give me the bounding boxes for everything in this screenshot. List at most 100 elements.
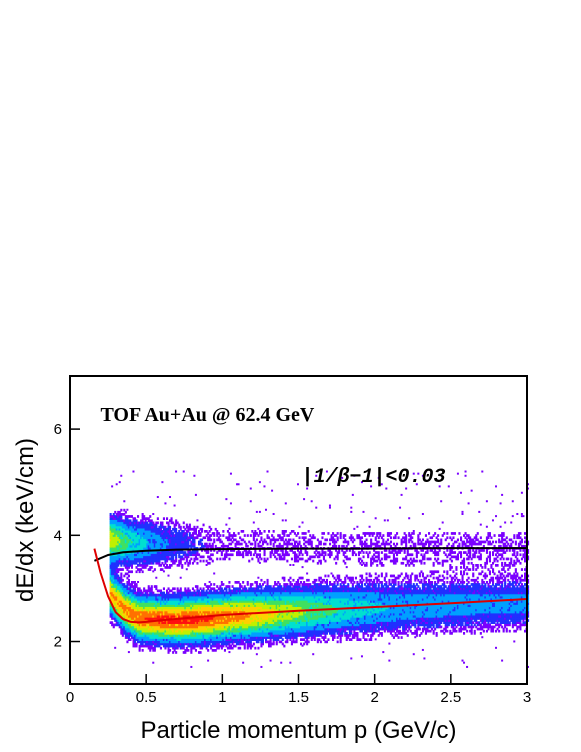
heatmap-cell (214, 625, 217, 629)
heatmap-cell (132, 538, 135, 542)
heatmap-cell (277, 600, 280, 603)
heatmap-cell (181, 530, 184, 533)
heatmap-cell (178, 606, 181, 610)
heatmap-cell (129, 587, 132, 591)
heatmap-cell (164, 525, 167, 529)
heatmap-cell (121, 593, 124, 597)
heatmap-cell (147, 540, 150, 544)
heatmap-cell (143, 602, 146, 605)
heatmap-cell (129, 530, 132, 533)
heatmap-cell (265, 615, 268, 618)
heatmap-cell (172, 636, 175, 639)
heatmap-cell (158, 642, 161, 646)
heatmap-cell (188, 604, 191, 607)
heatmap-cell (138, 570, 141, 574)
heatmap-cell (173, 646, 176, 650)
heatmap-cell (130, 581, 133, 584)
heatmap-cell (164, 557, 167, 561)
heatmap-cell (258, 544, 261, 548)
heatmap-cell (207, 644, 210, 648)
heatmap-cell (287, 625, 290, 629)
heatmap-cell (140, 644, 143, 648)
heatmap-cell (178, 629, 181, 633)
heatmap-cell (211, 602, 214, 605)
heatmap-cell (201, 591, 204, 595)
heatmap-cell (112, 591, 115, 595)
heatmap-cell (290, 589, 293, 593)
heatmap-cell (140, 591, 143, 595)
heatmap-cell (193, 530, 196, 533)
heatmap-cell (140, 547, 143, 550)
heatmap-cell (191, 598, 194, 601)
heatmap-cell (226, 615, 229, 618)
heatmap-cell (141, 600, 144, 603)
heatmap-cell (185, 547, 188, 550)
heatmap-cell (178, 634, 181, 637)
heatmap-cell (222, 644, 225, 648)
heatmap-cell (134, 549, 137, 552)
heatmap-cell (143, 619, 146, 622)
heatmap-cell (263, 606, 266, 610)
heatmap-cell (207, 632, 210, 635)
heatmap-cell (269, 634, 272, 637)
heatmap-cell (249, 598, 252, 601)
heatmap-cell (255, 606, 258, 610)
heatmap-cell (179, 632, 182, 635)
heatmap-cell (144, 617, 147, 620)
heatmap-cell (115, 544, 118, 548)
heatmap-cell (118, 536, 121, 540)
heatmap-cell (225, 638, 228, 641)
heatmap-cell (152, 555, 155, 559)
heatmap-cell (211, 642, 214, 646)
heatmap-cell (152, 642, 155, 646)
heatmap-cell (242, 581, 245, 584)
heatmap-cell (144, 542, 147, 546)
heatmap-cell (292, 538, 295, 542)
heatmap-cell (170, 517, 173, 520)
heatmap-cell (150, 612, 153, 616)
heatmap-cell (216, 534, 219, 537)
heatmap-cell (243, 593, 246, 597)
heatmap-cell (257, 619, 260, 622)
heatmap-cell (112, 566, 115, 569)
heatmap-cell (141, 602, 144, 605)
heatmap-cell (292, 598, 295, 601)
heatmap-cell (158, 638, 161, 641)
heatmap-cell (257, 623, 260, 627)
heatmap-cell (211, 593, 214, 597)
heatmap-cell (257, 585, 260, 588)
heatmap-cell (176, 629, 179, 633)
heatmap-cell (130, 525, 133, 529)
heatmap-cell (141, 530, 144, 533)
heatmap-cell (290, 632, 293, 635)
heatmap-cell (138, 598, 141, 601)
heatmap-cell (126, 629, 129, 633)
heatmap-cell (175, 551, 178, 554)
heatmap-cell (123, 610, 126, 614)
heatmap-cell (213, 598, 216, 601)
heatmap-cell (156, 532, 159, 535)
heatmap-cell (132, 640, 135, 644)
heatmap-cell (127, 632, 130, 635)
heatmap-cell (230, 553, 233, 557)
heatmap-cell (135, 608, 138, 612)
heatmap-cell (169, 530, 172, 533)
heatmap-cell (143, 538, 146, 542)
heatmap-cell (271, 598, 274, 601)
heatmap-cell (268, 621, 271, 624)
heatmap-cell (236, 608, 239, 612)
heatmap-cell (233, 610, 236, 614)
heatmap-cell (159, 634, 162, 637)
heatmap-cell (124, 591, 127, 595)
heatmap-cell (159, 612, 162, 616)
heatmap-cell (144, 591, 147, 595)
heatmap-cell (153, 604, 156, 607)
heatmap-cell (236, 606, 239, 610)
heatmap-cell (208, 589, 211, 593)
heatmap-cell (207, 561, 210, 565)
heatmap-cell (175, 632, 178, 635)
heatmap-cell (127, 589, 130, 593)
heatmap-cell (269, 593, 272, 597)
heatmap-cell (230, 619, 233, 622)
heatmap-cell (226, 604, 229, 607)
